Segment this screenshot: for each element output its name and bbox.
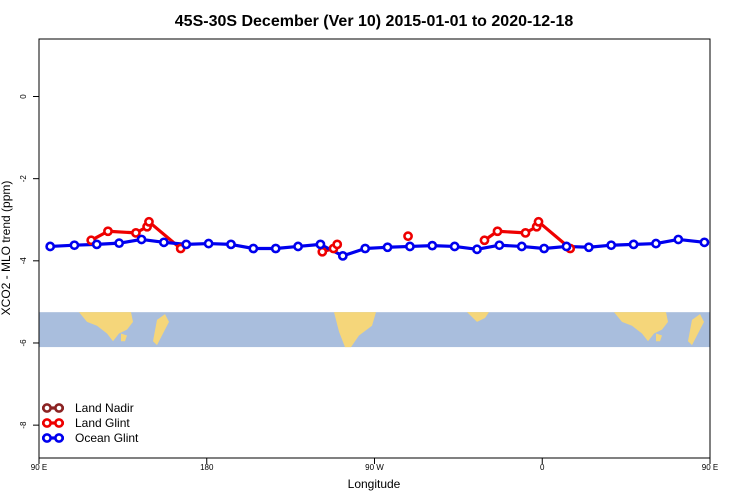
legend-marker (42, 403, 52, 413)
data-point (181, 239, 192, 250)
x-tick-label: 180 (200, 463, 214, 472)
data-point (561, 241, 572, 252)
map-land (153, 314, 169, 346)
data-point (226, 239, 236, 250)
data-point (405, 241, 415, 252)
series-line (50, 237, 705, 258)
data-point (144, 216, 154, 227)
data-point (270, 243, 281, 254)
data-point (293, 241, 303, 252)
map-land (467, 312, 489, 322)
data-point (539, 243, 550, 254)
map-ocean (39, 312, 710, 348)
data-point (449, 241, 460, 252)
background-map (39, 312, 710, 348)
data-point (158, 237, 169, 248)
y-tick-label: -6 (19, 339, 28, 347)
data-point (45, 241, 56, 252)
data-point (317, 246, 328, 257)
data-point (382, 242, 393, 253)
data-point (248, 243, 259, 254)
data-point (337, 250, 348, 261)
data-point (427, 240, 438, 251)
data-point (103, 226, 113, 237)
data-point (69, 240, 80, 251)
data-point (651, 238, 661, 249)
y-tick-label: -8 (19, 421, 28, 429)
x-tick-label: 0 (540, 463, 545, 472)
legend-marker (42, 418, 52, 428)
y-tick-label: -2 (19, 175, 28, 183)
map-land (688, 314, 704, 346)
data-point (516, 241, 527, 252)
legend-label: Land Nadir (75, 401, 134, 415)
map-land (334, 312, 376, 348)
x-tick-label: 90 E (31, 463, 47, 472)
data-point (673, 234, 684, 245)
data-point (114, 238, 125, 249)
data-point (332, 239, 343, 250)
data-point (131, 227, 141, 238)
legend-label: Land Glint (75, 416, 130, 430)
data-point (628, 239, 639, 250)
y-axis-label: XCO2 - MLO trend (ppm) (0, 181, 13, 316)
y-tick-label: 0 (19, 94, 28, 99)
data-point (606, 240, 617, 251)
data-point (492, 226, 503, 237)
data-point (136, 234, 147, 245)
legend-marker (54, 403, 64, 413)
data-point (472, 244, 482, 255)
x-tick-label: 90 W (365, 463, 384, 472)
legend-marker (54, 433, 64, 443)
x-tick-label: 90 E (702, 463, 718, 472)
data-point (699, 237, 710, 248)
data-point (520, 227, 531, 238)
data-point (583, 242, 594, 253)
data-point (494, 240, 505, 251)
map-land (656, 333, 662, 342)
data-point (203, 238, 214, 249)
data-point (533, 216, 544, 227)
legend-marker (42, 433, 52, 443)
legend-label: Ocean Glint (75, 431, 139, 445)
x-axis-label: Longitude (348, 477, 401, 491)
data-point (91, 239, 102, 250)
legend-marker (54, 418, 64, 428)
map-land (121, 333, 127, 342)
chart-title: 45S-30S December (Ver 10) 2015-01-01 to … (175, 13, 574, 30)
data-point (479, 235, 490, 246)
map-land (614, 312, 668, 342)
data-point (315, 239, 326, 250)
y-tick-label: -4 (19, 257, 28, 265)
map-land (79, 312, 133, 342)
data-point (403, 231, 413, 242)
data-point (360, 243, 371, 254)
